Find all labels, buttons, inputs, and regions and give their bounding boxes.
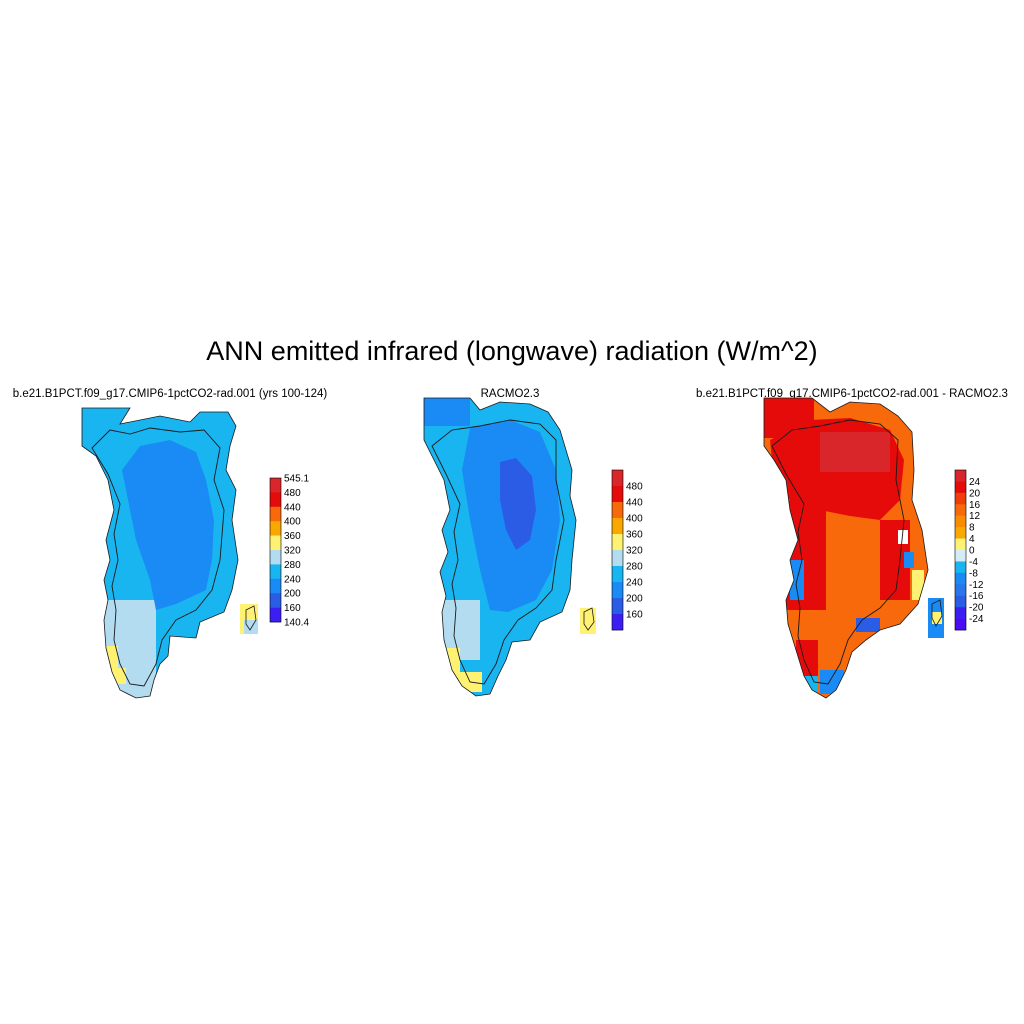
colorbar-swatch bbox=[270, 550, 281, 565]
colorbar-tick-label: 200 bbox=[626, 594, 643, 605]
colorbar-swatch bbox=[612, 614, 623, 631]
colorbar-swatch bbox=[955, 527, 966, 539]
colorbar-tick-label: 12 bbox=[969, 511, 981, 522]
colorbar-tick-label: 440 bbox=[284, 502, 301, 513]
colorbar-tick-label: 320 bbox=[626, 546, 643, 557]
panel-2-map bbox=[423, 397, 596, 697]
colorbar-border bbox=[269, 477, 282, 623]
panel-3-title: b.e21.B1PCT.f09_g17.CMIP6-1pctCO2-rad.00… bbox=[696, 388, 1008, 400]
colorbar-tick-label: 280 bbox=[626, 562, 643, 573]
colorbar-tick-label: 160 bbox=[284, 603, 301, 614]
colorbar-tick-label: 240 bbox=[284, 574, 301, 585]
colorbar-swatch bbox=[955, 572, 966, 585]
colorbar-tick-label: -16 bbox=[969, 591, 984, 602]
panel-3-map bbox=[763, 397, 944, 699]
colorbar-swatch bbox=[955, 618, 966, 631]
colorbar-swatch bbox=[270, 607, 281, 623]
colorbar-swatch bbox=[270, 593, 281, 608]
panel-1-colorbar: 545.1 480 440 400 360 320 280 240 200 160 140.4 bbox=[269, 474, 309, 629]
colorbar-swatch bbox=[612, 582, 623, 599]
panel-2-title: RACMO2.3 bbox=[480, 388, 540, 400]
panel-1-title: b.e21.B1PCT.f09_g17.CMIP6-1pctCO2-rad.00… bbox=[12, 388, 328, 400]
colorbar-swatch bbox=[612, 470, 623, 487]
colorbar-swatch bbox=[955, 504, 966, 517]
colorbar-swatch bbox=[612, 566, 623, 583]
colorbar-tick-label: 440 bbox=[626, 498, 643, 509]
colorbar-swatch bbox=[270, 492, 281, 508]
colorbar-swatch bbox=[955, 481, 966, 494]
figure-title: ANN emitted infrared (longwave) radiatio… bbox=[206, 336, 818, 366]
colorbar-swatch bbox=[955, 538, 966, 551]
colorbar-tick-label: -8 bbox=[969, 568, 978, 579]
colorbar-swatch bbox=[612, 486, 623, 503]
colorbar-swatch bbox=[270, 564, 281, 580]
colorbar-swatch bbox=[270, 506, 281, 522]
colorbar-swatch bbox=[955, 550, 966, 562]
panel-1-map bbox=[81, 407, 258, 699]
colorbar-swatch bbox=[955, 607, 966, 619]
colorbar-swatch bbox=[955, 492, 966, 505]
colorbar-tick-label: 280 bbox=[284, 560, 301, 571]
colorbar-tick-label: 8 bbox=[969, 523, 975, 534]
colorbar-swatch bbox=[612, 534, 623, 551]
colorbar-tick-label: 320 bbox=[284, 546, 301, 557]
colorbar-swatch bbox=[955, 595, 966, 608]
colorbar-tick-label: 480 bbox=[284, 488, 301, 499]
colorbar-tick-label: 480 bbox=[626, 482, 643, 493]
colorbar-swatch bbox=[955, 515, 966, 528]
colorbar-tick-label: 16 bbox=[969, 500, 981, 511]
colorbar-tick-label: -12 bbox=[969, 580, 984, 591]
colorbar-tick-label: -20 bbox=[969, 603, 984, 614]
colorbar-swatch bbox=[612, 502, 623, 519]
colorbar-swatch bbox=[612, 550, 623, 567]
colorbar-swatch bbox=[612, 598, 623, 615]
colorbar-swatch bbox=[955, 470, 966, 482]
colorbar-swatch bbox=[270, 578, 281, 594]
colorbar-swatch bbox=[955, 584, 966, 597]
colorbar-tick-label: 140.4 bbox=[284, 618, 309, 629]
colorbar-tick-label: 400 bbox=[284, 517, 301, 528]
colorbar-tick-label: 160 bbox=[626, 610, 643, 621]
panel-2-colorbar: 480 440 400 360 320 280 240 200 160 bbox=[611, 469, 643, 631]
colorbar-swatch bbox=[270, 478, 281, 493]
colorbar-tick-label: 0 bbox=[969, 546, 975, 557]
colorbar-swatch bbox=[612, 518, 623, 535]
colorbar-tick-label: -4 bbox=[969, 557, 978, 568]
colorbar-tick-label: 20 bbox=[969, 488, 981, 499]
colorbar-tick-label: 545.1 bbox=[284, 474, 309, 485]
colorbar-swatch bbox=[955, 561, 966, 574]
colorbar-tick-label: 4 bbox=[969, 534, 975, 545]
colorbar-tick-label: 24 bbox=[969, 477, 981, 488]
colorbar-border bbox=[611, 469, 624, 631]
colorbar-tick-label: 400 bbox=[626, 514, 643, 525]
colorbar-swatch bbox=[270, 521, 281, 536]
colorbar-tick-label: 200 bbox=[284, 589, 301, 600]
colorbar-swatch bbox=[270, 535, 281, 551]
colorbar-border bbox=[954, 469, 967, 631]
colorbar-tick-label: -24 bbox=[969, 614, 984, 625]
colorbar-tick-label: 360 bbox=[284, 531, 301, 542]
colorbar-tick-label: 360 bbox=[626, 530, 643, 541]
colorbar-tick-label: 240 bbox=[626, 578, 643, 589]
